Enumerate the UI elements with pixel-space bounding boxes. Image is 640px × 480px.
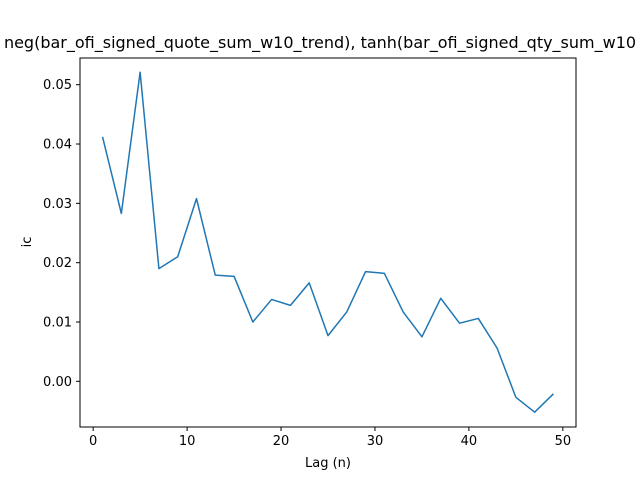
y-tick-label: 0.03: [43, 197, 72, 212]
y-tick-label: 0.02: [43, 256, 72, 271]
y-tick-label: 0.04: [43, 138, 72, 153]
x-tick-label: 20: [273, 434, 290, 449]
plot-frame: [79, 57, 577, 428]
y-tick-label: 0.01: [43, 315, 72, 330]
x-tick-label: 0: [89, 434, 97, 449]
y-tick-label: 0.00: [43, 375, 72, 390]
chart-title: neg(bar_ofi_signed_quote_sum_w10_trend),…: [4, 33, 636, 53]
y-axis-label: ic: [20, 237, 35, 248]
plot-lines: [101, 71, 554, 413]
x-axis-label: Lag (n): [305, 456, 351, 471]
x-tick-label: 40: [461, 434, 478, 449]
x-tick-label: 50: [555, 434, 572, 449]
x-tick-label: 10: [179, 434, 196, 449]
y-tick-label: 0.05: [43, 78, 72, 93]
x-tick-label: 30: [367, 434, 384, 449]
x-axis: 0 10 20 30 40 50: [89, 427, 571, 449]
y-axis: 0.00 0.01 0.02 0.03 0.04 0.05: [43, 78, 80, 390]
series-line-0: [101, 71, 554, 413]
